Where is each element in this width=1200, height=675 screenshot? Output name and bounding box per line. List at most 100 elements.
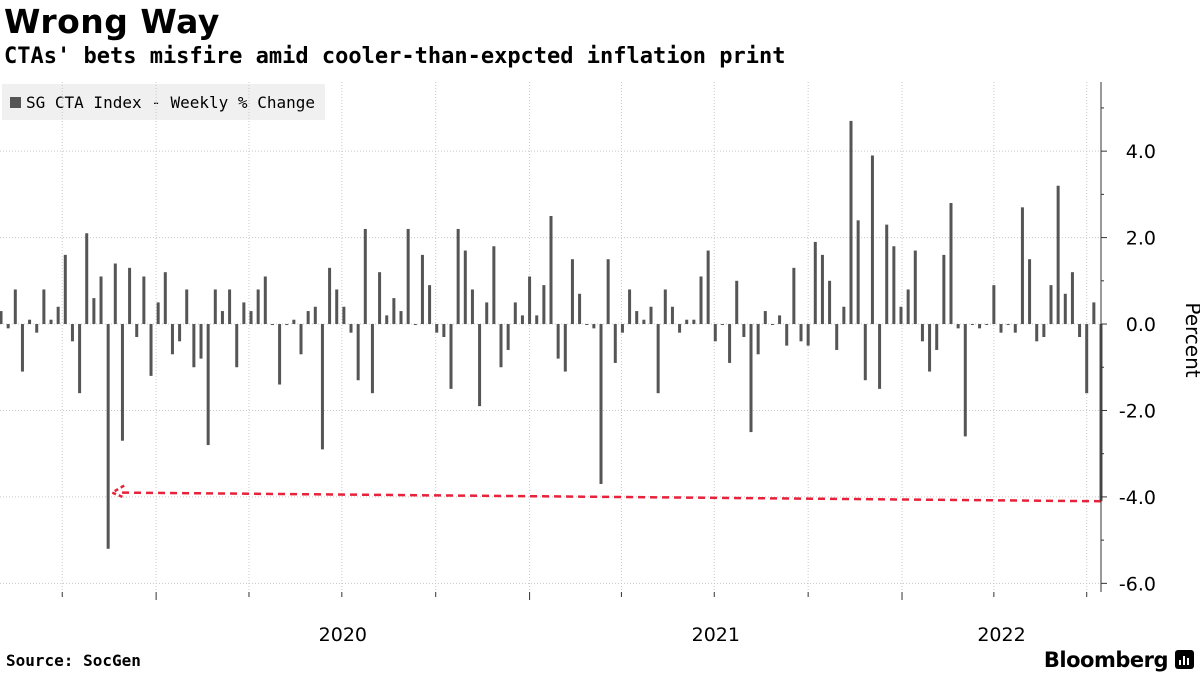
bar: [985, 324, 989, 326]
bar: [849, 120, 853, 325]
bar: [892, 246, 896, 325]
legend: SG CTA Index - Weekly % Change: [2, 84, 325, 120]
bar: [1078, 324, 1082, 337]
bar: [792, 267, 796, 325]
bar: [742, 324, 746, 337]
y-tick-label: 2.0: [1126, 228, 1156, 250]
bar: [70, 324, 74, 342]
bar: [685, 319, 689, 325]
bar: [956, 324, 960, 329]
bar: [285, 324, 289, 326]
bar: [449, 324, 453, 389]
bar: [863, 324, 867, 381]
bar: [270, 324, 274, 326]
bar: [842, 306, 846, 325]
bar: [813, 241, 817, 325]
bar: [206, 324, 210, 446]
bar: [970, 324, 974, 326]
bar: [728, 324, 732, 363]
bar: [592, 324, 596, 329]
bar: [342, 306, 346, 325]
bar: [699, 276, 703, 325]
bar: [642, 319, 646, 325]
bar: [442, 324, 446, 337]
bar: [935, 324, 939, 350]
bar: [549, 215, 553, 325]
bar: [363, 228, 367, 325]
bar: [978, 324, 982, 329]
bar: [313, 306, 317, 325]
bar: [149, 324, 153, 376]
bar: [192, 324, 196, 368]
bar: [1020, 207, 1024, 325]
bar: [413, 324, 417, 326]
bar: [649, 306, 653, 325]
bar: [392, 298, 396, 325]
x-tick-label: 2022: [977, 624, 1025, 646]
bar: [585, 324, 589, 326]
y-tick-label: 4.0: [1126, 141, 1156, 163]
bar: [85, 233, 89, 325]
bar: [799, 324, 803, 342]
bar: [228, 289, 232, 325]
bar: [213, 289, 217, 325]
bar: [199, 324, 203, 359]
bar: [356, 324, 360, 381]
bar: [163, 272, 167, 325]
bar: [235, 324, 239, 368]
gridlines: [0, 82, 1101, 592]
bar: [113, 263, 117, 325]
bar: [506, 324, 510, 350]
bar: [949, 203, 953, 325]
bar: [620, 324, 624, 333]
bar: [613, 324, 617, 363]
bar: [920, 324, 924, 342]
bar: [170, 324, 174, 355]
bar: [1042, 324, 1046, 337]
bar: [470, 289, 474, 325]
bar: [299, 324, 303, 355]
bar: [56, 306, 60, 325]
bar: [128, 267, 132, 325]
annotation: [109, 484, 1102, 503]
bar: [678, 324, 682, 333]
bar: [885, 224, 889, 325]
bar: [492, 246, 496, 325]
bar: [320, 324, 324, 450]
bar: [120, 324, 124, 441]
bar: [906, 289, 910, 325]
bar: [528, 276, 532, 325]
bar: [1006, 324, 1010, 326]
bar: [1092, 302, 1096, 325]
bar: [485, 302, 489, 325]
bar: [370, 324, 374, 394]
bar: [49, 319, 53, 325]
bar: [63, 254, 67, 325]
bar: [156, 302, 160, 325]
bar: [1028, 259, 1032, 325]
bar: [13, 289, 17, 325]
bar: [670, 306, 674, 325]
y-tick-label: -4.0: [1119, 487, 1156, 509]
bar: [999, 324, 1003, 333]
bar: [628, 289, 632, 325]
bar: [992, 285, 996, 325]
chart-title: Wrong Way: [4, 2, 220, 41]
bar: [913, 250, 917, 325]
y-axis: 4.0 2.0 0.0 -2.0 -4.0 -6.0: [1100, 82, 1156, 595]
bar: [185, 289, 189, 325]
bar: [249, 311, 253, 325]
bar: [242, 302, 246, 325]
bar: [713, 324, 717, 342]
bar: [263, 276, 267, 325]
bar: [406, 228, 410, 325]
bar: [349, 324, 353, 333]
bloomberg-icon: [1175, 650, 1194, 669]
bar: [335, 289, 339, 325]
bar: [306, 311, 310, 325]
bar: [563, 324, 567, 372]
bar: [385, 315, 389, 325]
bar: [35, 324, 39, 333]
bar: [42, 289, 46, 325]
bar: [78, 324, 82, 394]
